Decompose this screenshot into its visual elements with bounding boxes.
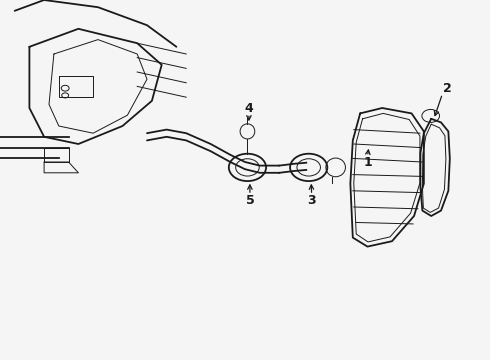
Text: 1: 1 [363, 156, 372, 169]
Text: 3: 3 [307, 194, 316, 207]
Text: 5: 5 [245, 194, 254, 207]
Text: 2: 2 [442, 82, 451, 95]
Text: 4: 4 [245, 102, 253, 114]
